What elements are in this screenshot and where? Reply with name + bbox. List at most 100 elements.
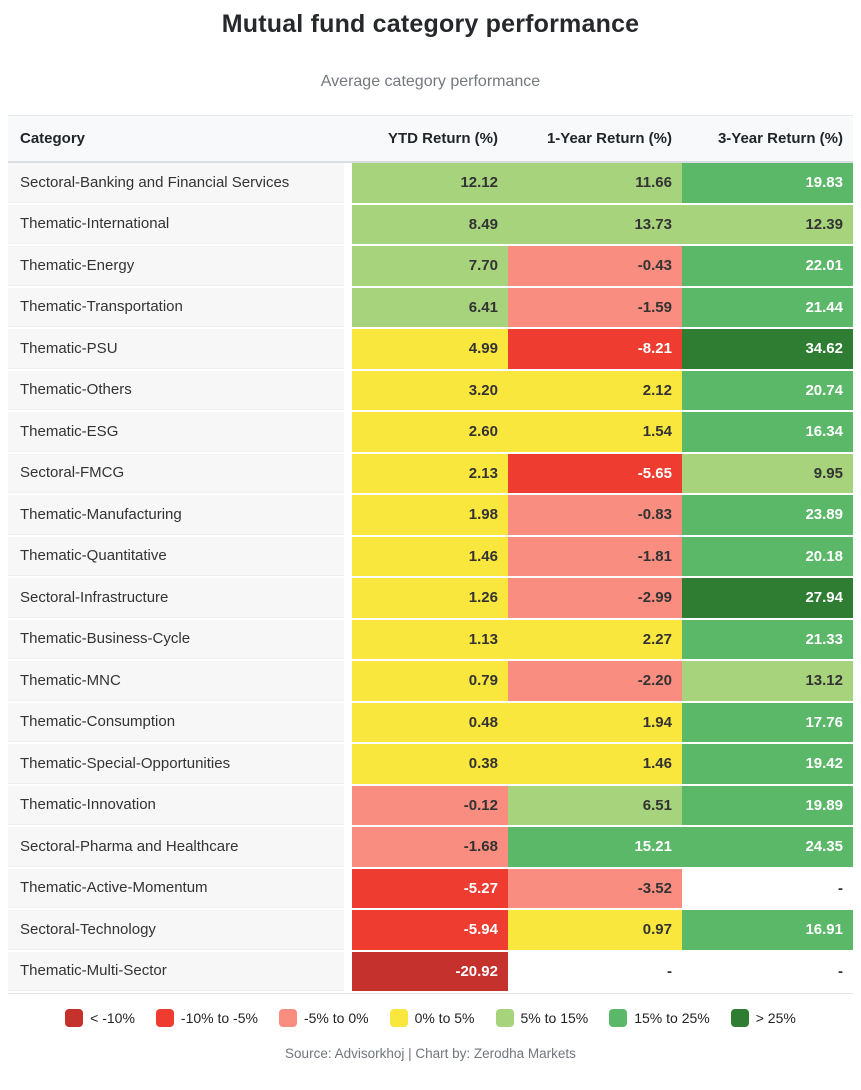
category-cell: Thematic-Energy <box>8 246 344 286</box>
value-cell: 0.79 <box>352 661 508 701</box>
table-row: Thematic-Transportation 6.41 -1.59 21.44 <box>8 287 853 327</box>
table-row: Sectoral-FMCG 2.13 -5.65 9.95 <box>8 453 853 493</box>
value-cell: 6.51 <box>508 785 682 825</box>
value-cell: 0.48 <box>352 702 508 742</box>
legend-swatch <box>278 1009 297 1027</box>
table-row: Thematic-PSU 4.99 -8.21 34.62 <box>8 329 853 369</box>
value-cell: 4.99 <box>352 329 508 369</box>
category-cell: Thematic-ESG <box>8 412 344 452</box>
value-cell: -3.52 <box>508 868 682 908</box>
legend-swatch <box>609 1009 628 1027</box>
value-cell: -5.65 <box>508 453 682 493</box>
column-header-3-year-return: 3-Year Return (%) <box>717 130 843 147</box>
category-cell: Thematic-Innovation <box>8 785 344 825</box>
value-cell: 12.39 <box>682 204 853 244</box>
table-row: Thematic-Manufacturing 1.98 -0.83 23.89 <box>8 495 853 535</box>
category-cell: Thematic-Special-Opportunities <box>8 744 344 784</box>
column-header-category: Category <box>20 130 86 147</box>
category-cell: Thematic-Consumption <box>8 702 344 742</box>
value-cell: - <box>682 868 853 908</box>
table-row: Thematic-Special-Opportunities 0.38 1.46 19… <box>8 744 853 784</box>
value-cell: 1.54 <box>508 412 682 452</box>
value-cell: 1.46 <box>352 536 508 576</box>
table-row: Sectoral-Banking and Financial Services 1… <box>8 163 853 203</box>
category-cell: Thematic-Others <box>8 370 344 410</box>
legend-label: 5% to 15% <box>520 1010 589 1026</box>
value-cell: 2.12 <box>508 370 682 410</box>
category-cell: Thematic-Active-Momentum <box>8 868 344 908</box>
category-cell: Thematic-MNC <box>8 661 344 701</box>
value-cell: 16.34 <box>682 412 853 452</box>
value-cell: -2.20 <box>508 661 682 701</box>
value-cell: 1.98 <box>352 495 508 535</box>
value-cell: 21.44 <box>682 287 853 327</box>
value-cell: 1.13 <box>352 619 508 659</box>
value-cell: - <box>508 951 682 991</box>
table-row: Sectoral-Infrastructure 1.26 -2.99 27.94 <box>8 578 853 618</box>
value-cell: 2.13 <box>352 453 508 493</box>
legend-item: 0% to 5% <box>389 1009 475 1027</box>
value-cell: -1.81 <box>508 536 682 576</box>
value-cell: -1.59 <box>508 287 682 327</box>
value-cell: 13.12 <box>682 661 853 701</box>
chart-subtitle: Average category performance <box>320 73 541 90</box>
performance-table: Category YTD Return (%) 1-Year Return (%… <box>8 115 853 994</box>
value-cell: 12.12 <box>352 163 508 203</box>
category-cell: Thematic-Multi-Sector <box>8 951 344 991</box>
value-cell: -5.27 <box>352 868 508 908</box>
value-cell: -2.99 <box>508 578 682 618</box>
table-row: Thematic-Consumption 0.48 1.94 17.76 <box>8 702 853 742</box>
category-cell: Sectoral-Infrastructure <box>8 578 344 618</box>
category-cell: Sectoral-Pharma and Healthcare <box>8 827 344 867</box>
category-cell: Thematic-Business-Cycle <box>8 619 344 659</box>
value-cell: 16.91 <box>682 910 853 950</box>
value-cell: 9.95 <box>682 453 853 493</box>
value-cell: 23.89 <box>682 495 853 535</box>
value-cell: -20.92 <box>352 951 508 991</box>
value-cell: 3.20 <box>352 370 508 410</box>
mutual-fund-performance-page: Mutual fund category performance Average… <box>0 10 861 1075</box>
color-legend: < -10% -10% to -5% -5% to 0% 0% to 5% 5% to … <box>0 1009 861 1027</box>
table-body: Sectoral-Banking and Financial Services 1… <box>8 163 853 991</box>
table-row: Sectoral-Technology -5.94 0.97 16.91 <box>8 910 853 950</box>
legend-label: 0% to 5% <box>414 1010 475 1026</box>
value-cell: 1.46 <box>508 744 682 784</box>
value-cell: 0.38 <box>352 744 508 784</box>
value-cell: 13.73 <box>508 204 682 244</box>
legend-label: < -10% <box>90 1010 135 1026</box>
value-cell: 0.97 <box>508 910 682 950</box>
legend-item: 5% to 15% <box>495 1009 589 1027</box>
value-cell: 21.33 <box>682 619 853 659</box>
value-cell: -1.68 <box>352 827 508 867</box>
value-cell: 20.74 <box>682 370 853 410</box>
table-row: Thematic-Innovation -0.12 6.51 19.89 <box>8 785 853 825</box>
value-cell: 11.66 <box>508 163 682 203</box>
category-cell: Thematic-Quantitative <box>8 536 344 576</box>
column-header-ytd-return: YTD Return (%) <box>388 130 498 147</box>
value-cell: -0.12 <box>352 785 508 825</box>
column-header-1-year-return: 1-Year Return (%) <box>546 130 672 147</box>
table-row: Thematic-ESG 2.60 1.54 16.34 <box>8 412 853 452</box>
table-header-row: Category YTD Return (%) 1-Year Return (%… <box>8 116 853 163</box>
value-cell: 6.41 <box>352 287 508 327</box>
category-cell: Sectoral-Banking and Financial Services <box>8 163 344 203</box>
category-cell: Sectoral-Technology <box>8 910 344 950</box>
table-row: Sectoral-Pharma and Healthcare -1.68 15.21… <box>8 827 853 867</box>
value-cell: 15.21 <box>508 827 682 867</box>
legend-label: 15% to 25% <box>634 1010 710 1026</box>
legend-item: > 25% <box>730 1009 796 1027</box>
value-cell: 17.76 <box>682 702 853 742</box>
value-cell: 1.26 <box>352 578 508 618</box>
table-row: Thematic-Energy 7.70 -0.43 22.01 <box>8 246 853 286</box>
value-cell: 19.42 <box>682 744 853 784</box>
table-row: Thematic-Business-Cycle 1.13 2.27 21.33 <box>8 619 853 659</box>
value-cell: -0.43 <box>508 246 682 286</box>
value-cell: -0.83 <box>508 495 682 535</box>
value-cell: 24.35 <box>682 827 853 867</box>
value-cell: 19.83 <box>682 163 853 203</box>
value-cell: 1.94 <box>508 702 682 742</box>
table-row: Thematic-Others 3.20 2.12 20.74 <box>8 370 853 410</box>
legend-item: < -10% <box>65 1009 135 1027</box>
legend-label: > 25% <box>755 1010 796 1026</box>
table-row: Thematic-Multi-Sector -20.92- - <box>8 951 853 991</box>
